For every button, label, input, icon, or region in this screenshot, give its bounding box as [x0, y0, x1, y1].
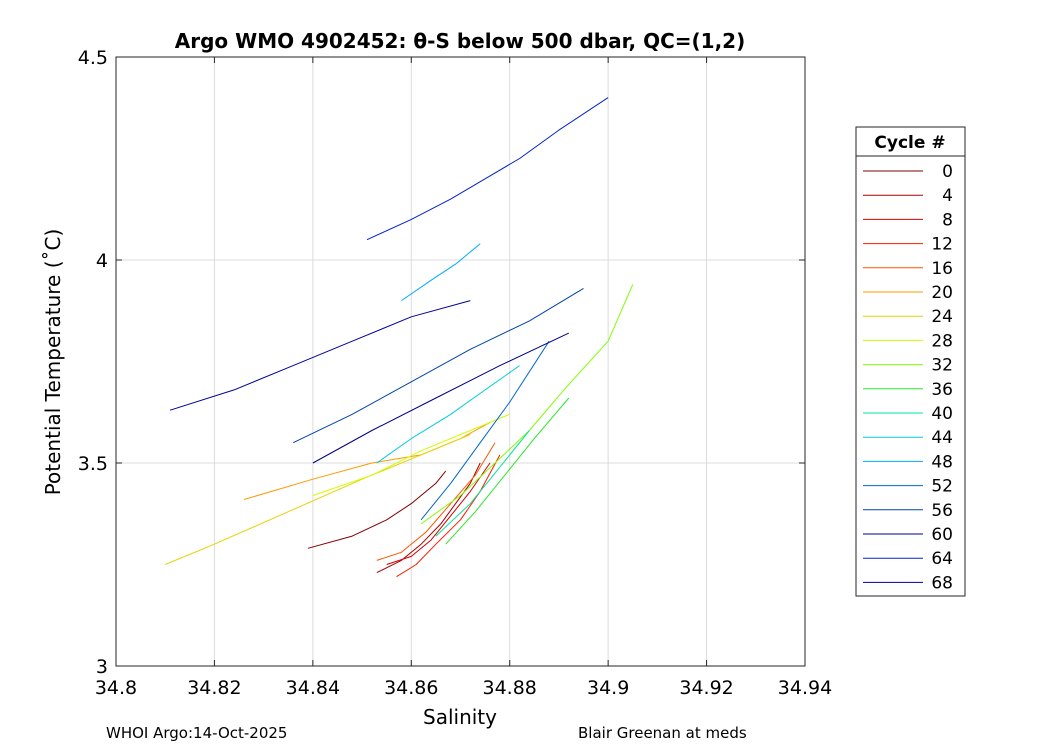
y-axis-label: Potential Temperature (˚C) [41, 229, 65, 496]
y-tick-label: 3.5 [78, 453, 108, 475]
legend-label-cycle-28: 28 [931, 331, 953, 351]
series-lines [165, 97, 634, 578]
series-line-cycle-40 [435, 430, 530, 537]
legend-label-cycle-60: 60 [931, 525, 953, 545]
series-line-cycle-64 [366, 97, 609, 241]
x-tick-label: 34.9 [587, 677, 629, 699]
x-tick-label: 34.88 [483, 677, 537, 699]
series-line-cycle-52 [420, 340, 550, 521]
series-line-cycle-48 [401, 243, 481, 302]
legend-label-cycle-68: 68 [931, 573, 953, 593]
series-line-cycle-4 [376, 462, 481, 574]
chart-title: Argo WMO 4902452: θ-S below 500 dbar, QC… [175, 29, 745, 53]
plot-area [116, 57, 805, 666]
legend-label-cycle-24: 24 [931, 307, 953, 327]
series-line-cycle-68 [169, 300, 471, 411]
legend-label-cycle-56: 56 [931, 501, 953, 521]
y-tick-label: 4 [96, 250, 108, 272]
x-tick-label: 34.8 [95, 677, 137, 699]
legend-label-cycle-16: 16 [931, 259, 953, 279]
legend-box [855, 126, 966, 597]
legend-label-cycle-52: 52 [931, 477, 953, 497]
series-line-cycle-56 [292, 287, 584, 444]
y-axis-ticks: 3 3.5 4 4.5 [78, 47, 805, 678]
series-line-cycle-24 [165, 434, 471, 565]
series-line-cycle-0 [307, 470, 447, 549]
legend-label-cycle-4: 4 [942, 186, 953, 206]
legend-label-cycle-8: 8 [942, 210, 953, 230]
series-line-cycle-44 [376, 365, 520, 464]
legend-label-cycle-36: 36 [931, 380, 953, 400]
plot-frame [115, 56, 806, 667]
series-line-cycle-36 [445, 397, 570, 545]
y-tick-label: 3 [96, 656, 108, 678]
x-tick-label: 34.94 [778, 677, 832, 699]
series-line-cycle-60 [312, 332, 570, 464]
legend-label-cycle-0: 0 [942, 162, 953, 182]
legend-label-cycle-64: 64 [931, 549, 953, 569]
x-axis-label: Salinity [423, 705, 497, 729]
legend-label-cycle-32: 32 [931, 356, 953, 376]
series-line-cycle-12 [396, 454, 501, 578]
y-tick-label: 4.5 [78, 47, 108, 69]
legend-label-cycle-44: 44 [931, 428, 953, 448]
legend: Cycle # 04812162024283236404448525660646… [855, 126, 966, 597]
series-line-cycle-16 [376, 442, 496, 561]
legend-label-cycle-12: 12 [931, 235, 953, 255]
x-tick-label: 34.82 [187, 677, 241, 699]
series-line-cycle-8 [386, 462, 491, 565]
legend-title: Cycle # [874, 133, 945, 153]
footer-credit: WHOI Argo:14-Oct-2025 [106, 724, 288, 742]
x-tick-label: 34.84 [286, 677, 340, 699]
series-line-cycle-20 [243, 421, 491, 500]
series-line-cycle-28 [312, 413, 510, 496]
footer-author: Blair Greenan at meds [578, 724, 747, 742]
x-tick-label: 34.92 [679, 677, 733, 699]
x-tick-label: 34.86 [384, 677, 438, 699]
legend-label-cycle-48: 48 [931, 452, 953, 472]
legend-label-cycle-20: 20 [931, 283, 953, 303]
x-axis-ticks: 34.8 34.82 34.84 34.86 34.88 34.9 34.92 34.94 [95, 57, 832, 699]
legend-label-cycle-40: 40 [931, 404, 953, 424]
